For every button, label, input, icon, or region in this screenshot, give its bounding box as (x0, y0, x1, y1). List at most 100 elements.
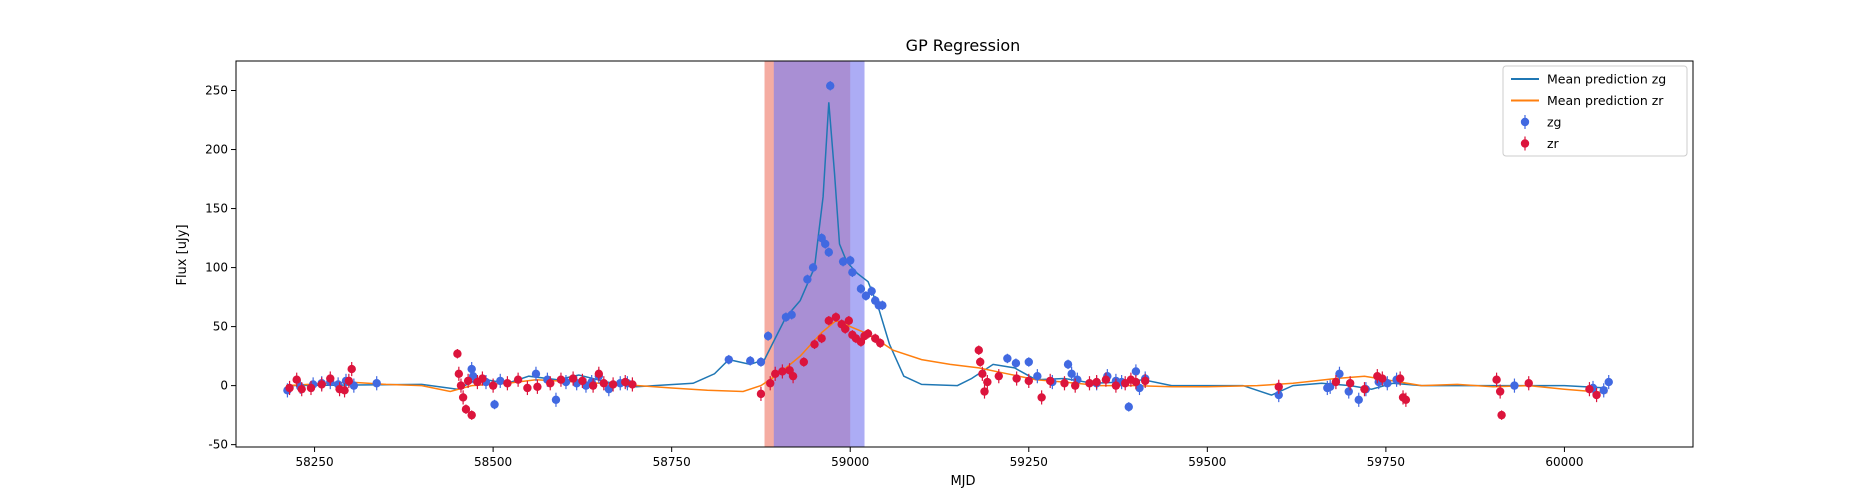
point-zg-51 (1063, 360, 1073, 369)
x-axis: 58250 58500 58750 59000 59250 59500 59750 60000 (295, 447, 1584, 469)
point-zg-32 (808, 263, 818, 272)
point-zr-57 (978, 369, 987, 379)
point-zg-74 (1599, 386, 1608, 395)
point-zg-38 (846, 256, 855, 265)
x-tick-label: 59500 (1188, 455, 1226, 469)
point-zr-61 (1012, 374, 1021, 383)
point-zg-59 (1131, 367, 1141, 376)
point-zr-3 (306, 383, 316, 393)
point-zr-62 (1024, 376, 1033, 386)
plot-frame (235, 60, 1694, 448)
point-zg-8 (372, 379, 381, 388)
point-zr-20 (503, 379, 512, 388)
point-zr-85 (1495, 387, 1505, 396)
point-zr-39 (788, 371, 798, 381)
point-zg-62 (1274, 390, 1283, 400)
point-zr-59 (983, 377, 992, 387)
point-zg-14 (531, 369, 541, 379)
point-zr-78 (1360, 384, 1369, 394)
highlight-span-zg (773, 61, 865, 447)
y-tick-label: 0 (220, 379, 228, 393)
x-tick-label: 59250 (1010, 455, 1048, 469)
point-zg-26 (746, 356, 755, 366)
point-zr-60 (994, 371, 1003, 381)
point-zr-88 (1585, 384, 1594, 394)
point-zg-72 (1510, 381, 1519, 390)
point-zr-8 (344, 376, 354, 386)
legend-label: zr (1547, 136, 1560, 151)
point-zg-64 (1325, 382, 1335, 391)
x-tick-label: 59750 (1367, 455, 1405, 469)
point-zr-41 (810, 340, 819, 349)
series-zr (285, 312, 1601, 420)
point-zr-55 (974, 346, 983, 355)
point-zg-35 (824, 248, 833, 257)
x-tick-label: 60000 (1545, 455, 1583, 469)
point-zr-56 (976, 357, 985, 367)
point-zr-12 (456, 381, 466, 390)
legend-label: Mean prediction zg (1547, 72, 1666, 87)
point-zr-37 (778, 367, 787, 376)
y-tick-label: 200 (205, 143, 228, 157)
point-zr-52 (863, 329, 873, 338)
legend-swatch-marker (1520, 117, 1530, 127)
point-zg-46 (1003, 354, 1012, 363)
legend-label: zg (1547, 115, 1562, 130)
point-zg-28 (763, 331, 773, 341)
chart-title: GP Regression (906, 36, 1021, 55)
series-zg (283, 81, 1613, 412)
point-zr-70 (1111, 381, 1121, 390)
point-zr-81 (1395, 374, 1405, 383)
point-zr-26 (568, 374, 578, 383)
point-zr-69 (1101, 375, 1111, 384)
point-zg-37 (838, 257, 848, 266)
point-zr-42 (817, 334, 826, 343)
point-zr-9 (347, 364, 356, 374)
point-zr-40 (799, 357, 809, 367)
point-zg-40 (856, 284, 866, 294)
point-zr-25 (556, 375, 566, 384)
point-zr-27 (578, 376, 587, 386)
point-zr-75 (1274, 382, 1283, 391)
y-axis: -50 0 50 100 150 200 250 (205, 84, 236, 452)
point-zr-77 (1345, 379, 1355, 388)
point-zr-68 (1092, 377, 1101, 387)
point-zr-10 (453, 349, 462, 358)
point-zr-67 (1085, 379, 1094, 388)
y-tick-label: 250 (205, 84, 228, 98)
point-zr-76 (1331, 377, 1341, 387)
point-zg-45 (878, 301, 887, 310)
point-zg-48 (1024, 357, 1033, 367)
point-zr-65 (1060, 379, 1069, 388)
point-zr-5 (326, 374, 335, 383)
point-zg-52 (1067, 369, 1076, 379)
legend-box (1502, 65, 1688, 157)
point-zr-32 (621, 377, 630, 387)
point-zr-11 (454, 369, 464, 379)
point-zr-64 (1046, 376, 1055, 386)
point-zr-24 (546, 379, 555, 388)
point-zr-83 (1401, 395, 1411, 404)
line-mean-zg (285, 102, 1608, 396)
point-zr-4 (317, 380, 326, 389)
point-zg-67 (1354, 395, 1363, 404)
point-zr-87 (1524, 379, 1533, 388)
point-zg-47 (1011, 358, 1021, 368)
point-zr-29 (594, 369, 604, 379)
point-zg-65 (1335, 369, 1344, 379)
plot-content (283, 81, 1613, 420)
point-zr-18 (478, 374, 487, 383)
point-zr-43 (824, 316, 833, 325)
point-zr-28 (588, 381, 598, 390)
point-zg-42 (867, 286, 876, 296)
x-tick-label: 58250 (295, 455, 333, 469)
point-zg-31 (803, 275, 812, 284)
point-zr-36 (771, 369, 780, 379)
point-zr-63 (1037, 393, 1046, 402)
point-zr-46 (841, 324, 850, 334)
point-zg-41 (861, 291, 871, 301)
point-zg-36 (826, 81, 835, 90)
point-zg-12 (490, 400, 499, 409)
point-zr-19 (488, 381, 498, 390)
